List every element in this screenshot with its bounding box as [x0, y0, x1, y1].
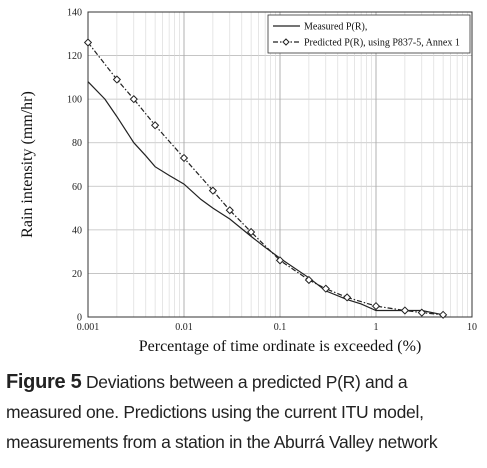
- x-tick-label: 10: [467, 322, 477, 333]
- legend-entry: Predicted P(R), using P837-5, Annex 1: [304, 38, 460, 49]
- figure-caption: Figure 5 Deviations between a predicted …: [6, 367, 484, 457]
- measured-series-line: [87, 81, 444, 316]
- predicted-point: [225, 206, 234, 215]
- predicted-point: [129, 95, 138, 104]
- y-tick-label: 60: [72, 182, 82, 193]
- figure-label: Figure 5: [6, 371, 82, 393]
- predicted-point: [321, 284, 330, 293]
- x-axis-label: Percentage of time ordinate is exceeded …: [139, 338, 422, 355]
- legend-marker: [282, 38, 290, 46]
- y-tick-label: 80: [72, 138, 82, 149]
- y-ticks: 0 20 40 60 80 100 120 140: [67, 8, 82, 324]
- predicted-point: [342, 293, 352, 302]
- y-tick-label: 100: [67, 95, 82, 106]
- series-group: [83, 38, 448, 319]
- predicted-point: [112, 75, 122, 84]
- plot-frame: [87, 11, 473, 318]
- x-tick-label: 0.001: [77, 322, 100, 333]
- y-tick-label: 140: [67, 8, 82, 19]
- x-tick-label: 0.01: [175, 322, 193, 333]
- predicted-series-line: [87, 42, 444, 316]
- legend-entry: Measured P(R),: [304, 22, 367, 33]
- y-axis-label: Rain intensity (mm/hr): [19, 91, 36, 238]
- predicted-point: [304, 275, 314, 285]
- predicted-point: [246, 227, 256, 237]
- predicted-point: [438, 310, 448, 319]
- predicted-point: [179, 153, 189, 163]
- y-tick-label: 0: [77, 313, 82, 324]
- y-tick-label: 40: [72, 225, 82, 236]
- predicted-point: [400, 306, 410, 315]
- y-tick-label: 20: [72, 269, 82, 280]
- x-tick-label: 1: [374, 322, 379, 333]
- x-ticks: 0.001 0.01 0.1 1 10: [77, 322, 477, 333]
- predicted-point: [371, 302, 381, 311]
- x-tick-label: 0.1: [274, 322, 287, 333]
- caption-text: Deviations between a predicted P(R) and …: [6, 372, 438, 452]
- grid: [87, 11, 472, 318]
- y-tick-label: 120: [67, 51, 82, 62]
- predicted-point: [83, 38, 93, 47]
- legend: Measured P(R), Predicted P(R), using P837…: [267, 14, 471, 54]
- predicted-point: [275, 256, 285, 265]
- predicted-point: [150, 121, 160, 130]
- rain-intensity-chart: 0 20 40 60 80 100 120 140 0.001 0.01 0.1 1 10 Measu…: [19, 8, 477, 356]
- legend-box: [267, 14, 471, 54]
- predicted-point: [417, 308, 426, 317]
- predicted-point: [208, 186, 218, 195]
